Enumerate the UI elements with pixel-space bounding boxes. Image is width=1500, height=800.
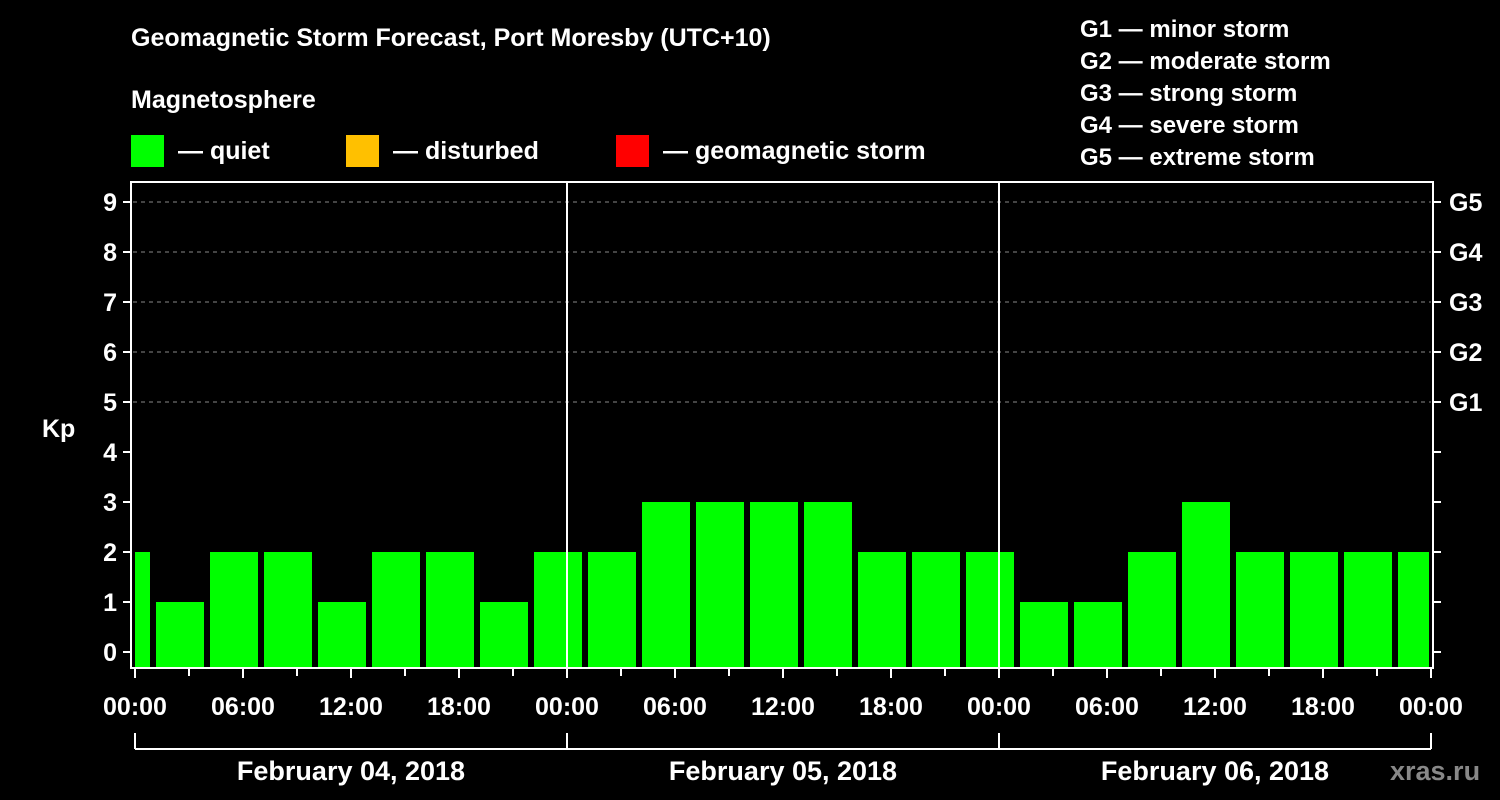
day-label: February 06, 2018 <box>1101 756 1329 786</box>
y-tick-label: 3 <box>103 489 117 517</box>
quiet-swatch <box>131 135 164 167</box>
x-tick-label: 06:00 <box>1075 693 1139 721</box>
kp-bar <box>858 552 906 667</box>
kp-bar <box>372 552 420 667</box>
g-legend-item: G2 — moderate storm <box>1080 48 1331 75</box>
x-tick-label: 06:00 <box>211 693 275 721</box>
kp-bar <box>696 502 744 667</box>
x-tick-label: 00:00 <box>535 693 599 721</box>
g-scale-label: G5 <box>1449 189 1482 217</box>
kp-bar <box>156 602 204 667</box>
legend-label: — disturbed <box>393 136 539 165</box>
kp-bar <box>480 602 528 667</box>
kp-bar <box>264 552 312 667</box>
kp-bar <box>1020 602 1068 667</box>
y-tick-label: 7 <box>103 289 117 317</box>
y-axis-label: Kp <box>42 415 75 443</box>
legend-item-disturbed: — disturbed <box>346 135 539 167</box>
kp-bar <box>210 552 258 667</box>
legend-label: — geomagnetic storm <box>663 136 926 165</box>
kp-bar <box>1128 552 1176 667</box>
chart-title: Geomagnetic Storm Forecast, Port Moresby… <box>131 24 771 52</box>
disturbed-swatch <box>346 135 379 167</box>
kp-bar <box>966 552 1014 667</box>
y-tick-label: 6 <box>103 339 117 367</box>
watermark: xras.ru <box>1390 756 1480 786</box>
kp-bar <box>1236 552 1284 667</box>
y-tick-label: 1 <box>103 589 117 617</box>
x-tick-label: 18:00 <box>1291 693 1355 721</box>
legend-label: — quiet <box>178 136 270 165</box>
kp-bar <box>642 502 690 667</box>
y-tick-label: 9 <box>103 189 117 217</box>
g-scale-label: G2 <box>1449 339 1482 367</box>
y-tick-label: 5 <box>103 389 117 417</box>
y-tick-label: 0 <box>103 639 117 667</box>
x-tick-label: 18:00 <box>859 693 923 721</box>
y-tick-label: 4 <box>103 439 117 467</box>
kp-bar <box>804 502 852 667</box>
y-tick-label: 8 <box>103 239 117 267</box>
g-legend-item: G4 — severe storm <box>1080 112 1299 139</box>
g-scale-label: G4 <box>1449 239 1482 267</box>
kp-bar <box>318 602 366 667</box>
legend-item-storm: — geomagnetic storm <box>616 135 926 167</box>
g-legend-item: G3 — strong storm <box>1080 80 1298 107</box>
kp-bar <box>1182 502 1230 667</box>
x-tick-label: 00:00 <box>103 693 167 721</box>
kp-bar <box>1344 552 1392 667</box>
y-tick-label: 2 <box>103 539 117 567</box>
kp-bar <box>1290 552 1338 667</box>
x-tick-label: 12:00 <box>751 693 815 721</box>
kp-bar <box>588 552 636 667</box>
x-tick-label: 12:00 <box>319 693 383 721</box>
day-label: February 04, 2018 <box>237 756 465 786</box>
x-tick-label: 06:00 <box>643 693 707 721</box>
kp-bar <box>1398 552 1429 667</box>
legend-item-quiet: — quiet <box>131 135 270 167</box>
kp-bar <box>426 552 474 667</box>
x-tick-label: 18:00 <box>427 693 491 721</box>
kp-bar <box>750 502 798 667</box>
magnetosphere-label: Magnetosphere <box>131 86 316 114</box>
kp-bar <box>135 552 150 667</box>
day-label: February 05, 2018 <box>669 756 897 786</box>
x-tick-label: 00:00 <box>1399 693 1463 721</box>
g-scale-label: G1 <box>1449 389 1482 417</box>
g-legend-item: G5 — extreme storm <box>1080 144 1315 171</box>
x-tick-label: 12:00 <box>1183 693 1247 721</box>
storm-swatch <box>616 135 649 167</box>
kp-bar <box>534 552 582 667</box>
kp-bar <box>912 552 960 667</box>
g-scale-legend: G1 — minor storm G2 — moderate storm G3 … <box>1080 14 1331 174</box>
kp-bar <box>1074 602 1122 667</box>
x-tick-label: 00:00 <box>967 693 1031 721</box>
g-scale-label: G3 <box>1449 289 1482 317</box>
g-legend-item: G1 — minor storm <box>1080 16 1290 43</box>
